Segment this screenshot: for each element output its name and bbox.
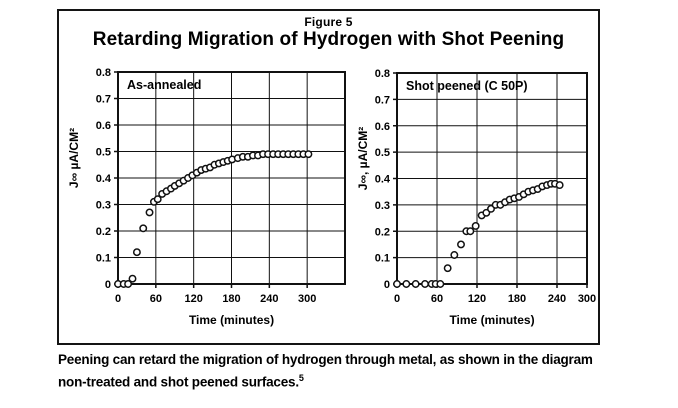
y-tick-label: 0.7 xyxy=(96,94,111,106)
x-tick-label: 120 xyxy=(468,293,486,305)
chart-shot-peened: 0 0.1 0.2 0.3 0.4 0.5 0.6 0.7 0.8 0 60 120 180 240 300… xyxy=(356,68,596,327)
data-point xyxy=(466,227,475,236)
y-tick-label: 0.6 xyxy=(96,120,111,132)
y-tick-label: 0.5 xyxy=(96,147,111,159)
data-point xyxy=(393,280,401,288)
data-point xyxy=(450,251,459,259)
data-point xyxy=(132,248,141,257)
y-tick-label: 0.2 xyxy=(375,226,390,238)
x-tick-label: 240 xyxy=(548,293,566,305)
x-tick-label: 60 xyxy=(431,293,443,305)
y-tick-label: 0.3 xyxy=(375,200,390,212)
data-point xyxy=(457,240,465,249)
data-point xyxy=(436,280,445,288)
x-tick-label: 240 xyxy=(260,293,278,305)
caption-line-2: non-treated and shot peened surfaces.5 xyxy=(58,373,304,390)
data-point xyxy=(402,280,411,288)
x-tick-label: 0 xyxy=(394,293,400,305)
y-tick-label: 0.1 xyxy=(375,253,390,265)
caption-line-1: Peening can retard the migration of hydr… xyxy=(58,352,593,367)
chart-annotation: Shot peened (C 50P) xyxy=(406,79,528,93)
data-point xyxy=(411,280,420,288)
x-tick-label: 0 xyxy=(115,293,121,305)
y-tick-label: 0.2 xyxy=(96,226,111,238)
y-tick-label: 0.6 xyxy=(375,121,390,133)
data-point xyxy=(145,208,154,217)
y-tick-label: 0 xyxy=(384,279,390,291)
data-point xyxy=(555,181,564,190)
data-point xyxy=(153,195,162,204)
y-tick-label: 0.1 xyxy=(96,253,111,265)
x-tick-label: 180 xyxy=(508,293,526,305)
x-axis-label: Time (minutes) xyxy=(449,313,534,327)
y-tick-label: 0.8 xyxy=(96,67,111,79)
y-tick-label: 0.5 xyxy=(375,147,390,159)
y-tick-label: 0.4 xyxy=(375,174,391,186)
y-tick-label: 0.3 xyxy=(96,200,111,212)
data-point xyxy=(421,280,429,288)
footnote-marker: 5 xyxy=(298,373,304,383)
data-point xyxy=(139,224,148,233)
data-point xyxy=(471,222,480,230)
y-axis-label: J∞, µA/CM² xyxy=(356,127,370,190)
caption: Peening can retard the migration of hydr… xyxy=(58,351,618,392)
data-point xyxy=(304,150,313,159)
y-tick-label: 0.4 xyxy=(96,173,112,185)
data-point xyxy=(443,264,452,273)
x-tick-label: 120 xyxy=(184,293,202,305)
x-tick-label: 180 xyxy=(222,293,240,305)
figure-title: Retarding Migration of Hydrogen with Sho… xyxy=(92,29,565,50)
data-point xyxy=(128,274,137,283)
chart-annotation: As-annealed xyxy=(127,78,201,92)
x-tick-label: 60 xyxy=(150,293,162,305)
chart-as-annealed: 0 0.1 0.2 0.3 0.4 0.5 0.6 0.7 0.8 0 60 120 180 240 300… xyxy=(67,67,346,327)
figure-number: Figure 5 xyxy=(304,15,353,29)
figure-frame xyxy=(57,9,600,345)
x-tick-label: 300 xyxy=(578,293,596,305)
y-axis-label: J∞ µA/CM² xyxy=(67,128,81,188)
data-point xyxy=(124,280,133,288)
x-tick-label: 300 xyxy=(298,293,316,305)
y-tick-label: 0 xyxy=(105,279,111,291)
y-tick-label: 0.8 xyxy=(375,68,390,80)
x-axis-label: Time (minutes) xyxy=(189,313,274,327)
y-tick-label: 0.7 xyxy=(375,94,390,106)
